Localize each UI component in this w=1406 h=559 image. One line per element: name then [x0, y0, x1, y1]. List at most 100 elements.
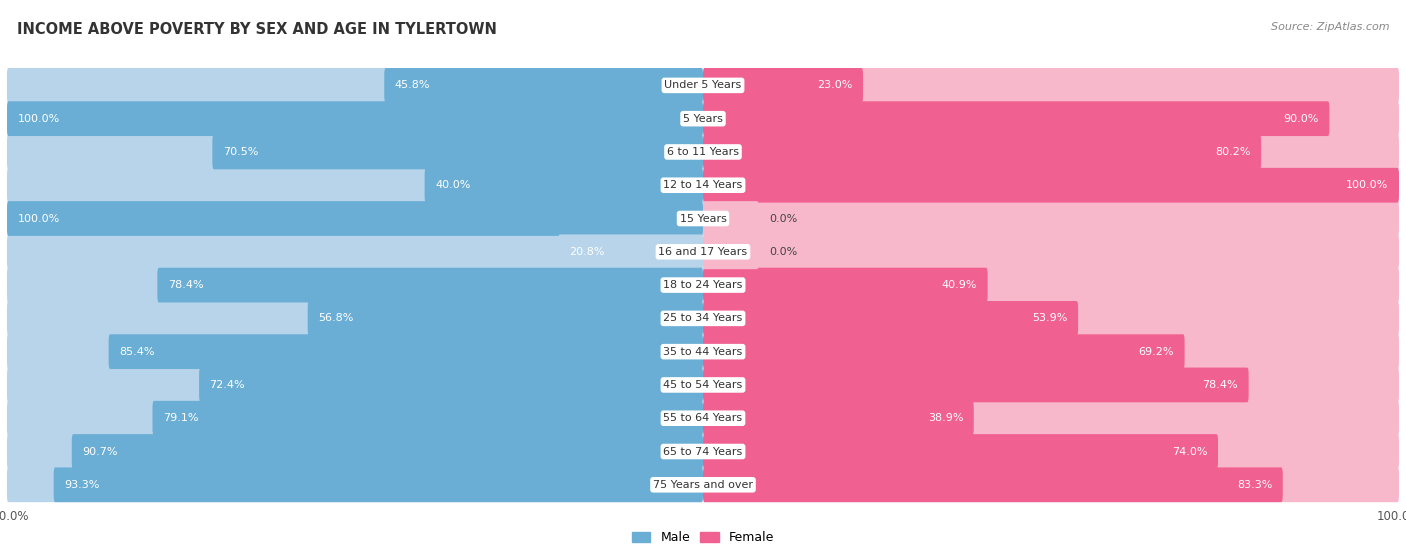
- FancyBboxPatch shape: [7, 168, 703, 202]
- FancyBboxPatch shape: [703, 168, 1399, 202]
- Text: 15 Years: 15 Years: [679, 214, 727, 224]
- FancyBboxPatch shape: [703, 434, 1399, 469]
- FancyBboxPatch shape: [212, 135, 703, 169]
- FancyBboxPatch shape: [703, 301, 1078, 336]
- Text: 100.0%: 100.0%: [17, 113, 59, 124]
- Text: 0.0%: 0.0%: [769, 214, 797, 224]
- Text: 12 to 14 Years: 12 to 14 Years: [664, 180, 742, 190]
- FancyBboxPatch shape: [7, 467, 703, 502]
- FancyBboxPatch shape: [7, 368, 1399, 401]
- FancyBboxPatch shape: [200, 368, 703, 402]
- FancyBboxPatch shape: [703, 234, 1399, 269]
- FancyBboxPatch shape: [7, 169, 1399, 202]
- Text: 80.2%: 80.2%: [1215, 147, 1251, 157]
- FancyBboxPatch shape: [384, 68, 703, 103]
- Text: 38.9%: 38.9%: [928, 413, 963, 423]
- FancyBboxPatch shape: [7, 335, 1399, 368]
- FancyBboxPatch shape: [703, 135, 1261, 169]
- Text: 0.0%: 0.0%: [769, 247, 797, 257]
- FancyBboxPatch shape: [7, 435, 1399, 468]
- FancyBboxPatch shape: [703, 368, 1399, 402]
- Text: 40.0%: 40.0%: [434, 180, 471, 190]
- FancyBboxPatch shape: [7, 101, 703, 136]
- FancyBboxPatch shape: [53, 467, 703, 502]
- FancyBboxPatch shape: [703, 68, 863, 103]
- FancyBboxPatch shape: [108, 334, 703, 369]
- Text: 79.1%: 79.1%: [163, 413, 198, 423]
- Text: 6 to 11 Years: 6 to 11 Years: [666, 147, 740, 157]
- FancyBboxPatch shape: [7, 135, 1399, 169]
- Text: 100.0%: 100.0%: [1347, 180, 1389, 190]
- FancyBboxPatch shape: [7, 268, 1399, 302]
- Text: 90.0%: 90.0%: [1284, 113, 1319, 124]
- FancyBboxPatch shape: [703, 434, 1218, 469]
- FancyBboxPatch shape: [703, 268, 987, 302]
- FancyBboxPatch shape: [703, 68, 1399, 103]
- Text: 72.4%: 72.4%: [209, 380, 245, 390]
- Text: 69.2%: 69.2%: [1139, 347, 1174, 357]
- FancyBboxPatch shape: [703, 401, 974, 435]
- Legend: Male, Female: Male, Female: [627, 526, 779, 549]
- FancyBboxPatch shape: [7, 302, 1399, 335]
- FancyBboxPatch shape: [703, 334, 1185, 369]
- FancyBboxPatch shape: [703, 401, 1399, 435]
- FancyBboxPatch shape: [7, 234, 703, 269]
- FancyBboxPatch shape: [703, 101, 1399, 136]
- FancyBboxPatch shape: [7, 401, 1399, 435]
- FancyBboxPatch shape: [152, 401, 703, 435]
- FancyBboxPatch shape: [7, 301, 703, 336]
- FancyBboxPatch shape: [425, 168, 703, 202]
- Text: 83.3%: 83.3%: [1237, 480, 1272, 490]
- Text: 78.4%: 78.4%: [1202, 380, 1239, 390]
- FancyBboxPatch shape: [7, 201, 703, 236]
- Text: 74.0%: 74.0%: [1173, 447, 1208, 457]
- Text: 78.4%: 78.4%: [167, 280, 204, 290]
- FancyBboxPatch shape: [7, 268, 703, 302]
- Text: Under 5 Years: Under 5 Years: [665, 80, 741, 91]
- FancyBboxPatch shape: [703, 467, 1399, 502]
- FancyBboxPatch shape: [72, 434, 703, 469]
- FancyBboxPatch shape: [7, 334, 703, 369]
- FancyBboxPatch shape: [157, 268, 703, 302]
- FancyBboxPatch shape: [703, 168, 1399, 202]
- FancyBboxPatch shape: [703, 234, 759, 269]
- FancyBboxPatch shape: [7, 368, 703, 402]
- Text: 40.9%: 40.9%: [942, 280, 977, 290]
- FancyBboxPatch shape: [7, 201, 703, 236]
- Text: 93.3%: 93.3%: [65, 480, 100, 490]
- Text: 65 to 74 Years: 65 to 74 Years: [664, 447, 742, 457]
- FancyBboxPatch shape: [7, 434, 703, 469]
- Text: 23.0%: 23.0%: [817, 80, 852, 91]
- Text: 100.0%: 100.0%: [17, 214, 59, 224]
- FancyBboxPatch shape: [703, 368, 1249, 402]
- Text: 25 to 34 Years: 25 to 34 Years: [664, 314, 742, 323]
- Text: 20.8%: 20.8%: [568, 247, 605, 257]
- Text: 16 and 17 Years: 16 and 17 Years: [658, 247, 748, 257]
- Text: 85.4%: 85.4%: [120, 347, 155, 357]
- FancyBboxPatch shape: [703, 268, 1399, 302]
- Text: Source: ZipAtlas.com: Source: ZipAtlas.com: [1271, 22, 1389, 32]
- FancyBboxPatch shape: [7, 135, 703, 169]
- FancyBboxPatch shape: [7, 468, 1399, 501]
- Text: 45 to 54 Years: 45 to 54 Years: [664, 380, 742, 390]
- FancyBboxPatch shape: [7, 102, 1399, 135]
- Text: 35 to 44 Years: 35 to 44 Years: [664, 347, 742, 357]
- Text: 18 to 24 Years: 18 to 24 Years: [664, 280, 742, 290]
- FancyBboxPatch shape: [703, 201, 759, 236]
- FancyBboxPatch shape: [703, 301, 1399, 336]
- Text: 75 Years and over: 75 Years and over: [652, 480, 754, 490]
- FancyBboxPatch shape: [703, 334, 1399, 369]
- FancyBboxPatch shape: [7, 202, 1399, 235]
- FancyBboxPatch shape: [703, 135, 1399, 169]
- FancyBboxPatch shape: [7, 235, 1399, 268]
- FancyBboxPatch shape: [7, 101, 703, 136]
- FancyBboxPatch shape: [558, 234, 703, 269]
- FancyBboxPatch shape: [308, 301, 703, 336]
- Text: 53.9%: 53.9%: [1032, 314, 1067, 323]
- Text: 5 Years: 5 Years: [683, 113, 723, 124]
- Text: 90.7%: 90.7%: [82, 447, 118, 457]
- FancyBboxPatch shape: [7, 68, 703, 103]
- FancyBboxPatch shape: [7, 69, 1399, 102]
- Text: 45.8%: 45.8%: [395, 80, 430, 91]
- Text: 55 to 64 Years: 55 to 64 Years: [664, 413, 742, 423]
